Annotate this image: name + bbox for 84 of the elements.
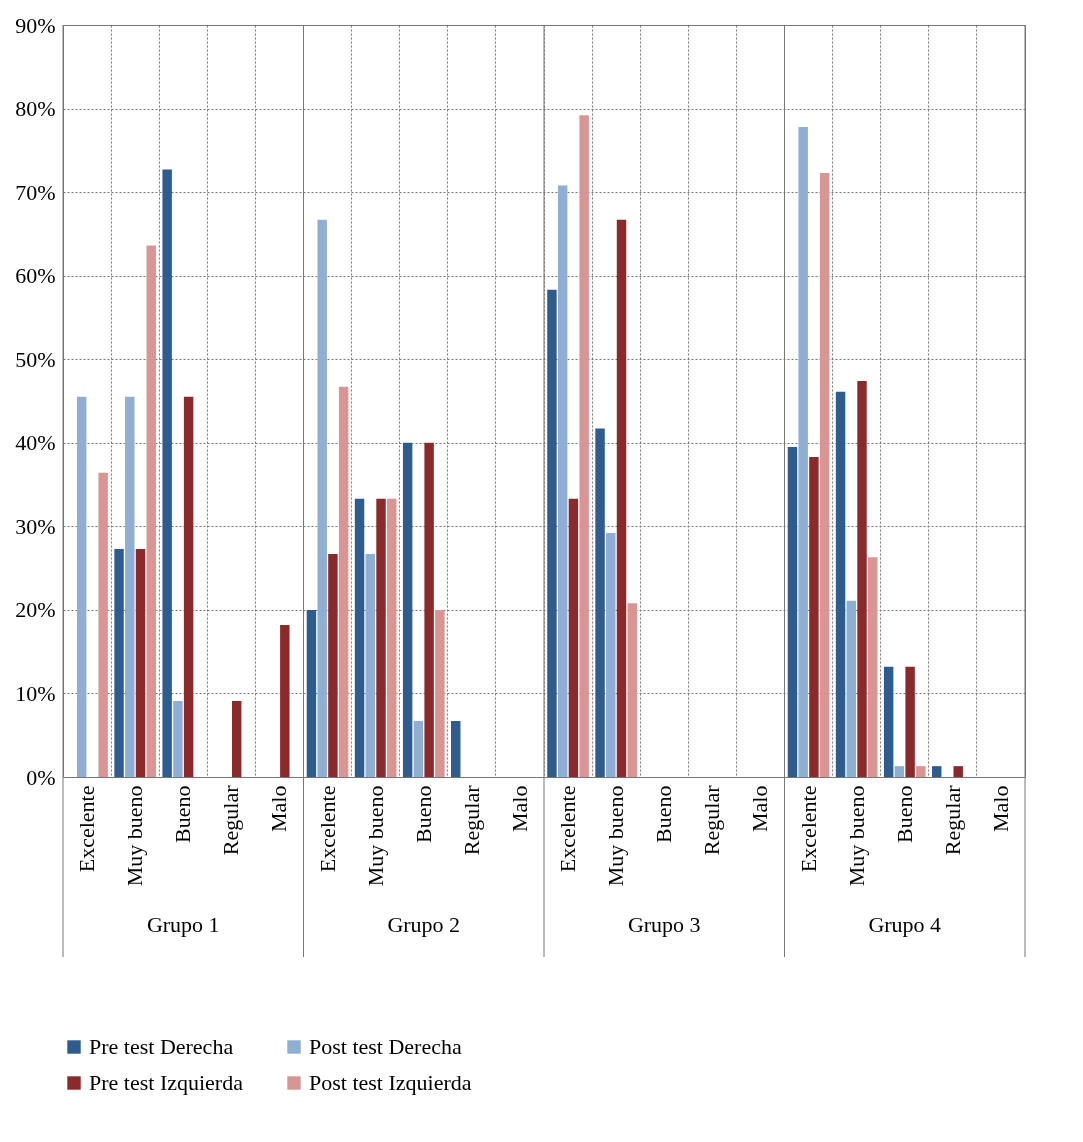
bar bbox=[883, 666, 894, 777]
x-tick-label: Excelente bbox=[314, 785, 340, 873]
bar bbox=[627, 603, 637, 777]
bar bbox=[146, 245, 156, 777]
y-tick-label: 30% bbox=[15, 513, 56, 539]
y-tick-label: 50% bbox=[15, 346, 56, 372]
bar bbox=[231, 700, 242, 777]
x-tick-label: Bueno bbox=[891, 785, 917, 843]
x-tick-label: Malo bbox=[987, 785, 1013, 832]
bar bbox=[451, 721, 461, 777]
bar bbox=[857, 380, 867, 777]
text: Grupo 3 bbox=[627, 912, 701, 937]
bar bbox=[787, 446, 798, 777]
bar bbox=[317, 219, 327, 777]
x-tick-label: Bueno bbox=[651, 785, 677, 843]
bar bbox=[306, 609, 317, 777]
bar bbox=[846, 600, 857, 777]
x-tick-label: Regular bbox=[458, 784, 484, 856]
bar bbox=[557, 185, 568, 777]
y-tick-label: 20% bbox=[15, 597, 56, 623]
x-tick-label: Muy bueno bbox=[122, 785, 148, 887]
bar bbox=[387, 498, 397, 777]
legend-label: Post test Derecha bbox=[309, 1034, 462, 1059]
bar bbox=[916, 766, 926, 777]
bar bbox=[932, 766, 942, 777]
text: Grupo 2 bbox=[387, 912, 461, 937]
y-tick-label: 70% bbox=[15, 179, 56, 205]
bar bbox=[905, 666, 915, 777]
bar bbox=[798, 126, 808, 777]
x-tick-label: Bueno bbox=[410, 785, 436, 843]
bar bbox=[424, 442, 434, 777]
x-tick-label: Malo bbox=[266, 785, 292, 832]
x-tick-label: Muy bueno bbox=[603, 785, 629, 887]
y-tick-label: 10% bbox=[15, 680, 56, 706]
x-tick-label: Malo bbox=[506, 785, 532, 832]
bar bbox=[76, 396, 87, 777]
x-tick-label: Regular bbox=[939, 784, 965, 856]
bar bbox=[125, 396, 135, 777]
bar bbox=[280, 624, 290, 777]
bar bbox=[135, 548, 146, 777]
text: Grupo 4 bbox=[868, 912, 942, 937]
bar bbox=[835, 391, 846, 777]
x-tick-label: Regular bbox=[218, 784, 244, 856]
bar bbox=[173, 700, 183, 777]
x-tick-label: Excelente bbox=[795, 785, 821, 873]
bar bbox=[98, 472, 108, 777]
bar bbox=[953, 766, 963, 777]
bar bbox=[114, 548, 124, 777]
bar bbox=[376, 498, 386, 777]
x-tick-label: Excelente bbox=[555, 785, 581, 873]
bar bbox=[354, 498, 365, 777]
bar bbox=[616, 219, 627, 777]
legend-label: Pre test Izquierda bbox=[89, 1070, 244, 1095]
bar bbox=[595, 428, 605, 777]
y-tick-label: 90% bbox=[15, 12, 56, 38]
bar bbox=[579, 115, 589, 777]
text: Grupo 1 bbox=[146, 912, 220, 937]
y-tick-label: 0% bbox=[26, 764, 56, 790]
bar bbox=[819, 172, 830, 777]
x-tick-label: Regular bbox=[699, 784, 725, 856]
bar bbox=[435, 609, 445, 777]
bar bbox=[365, 553, 376, 777]
legend-label: Pre test Derecha bbox=[89, 1034, 234, 1059]
bar bbox=[328, 553, 338, 777]
x-tick-label: Malo bbox=[747, 785, 773, 832]
y-tick-label: 60% bbox=[15, 263, 56, 289]
y-tick-label: 40% bbox=[15, 430, 56, 456]
x-tick-label: Bueno bbox=[170, 785, 196, 843]
bar bbox=[338, 386, 349, 777]
y-tick-label: 80% bbox=[15, 96, 56, 122]
bar bbox=[547, 289, 557, 777]
bar bbox=[894, 766, 905, 777]
bar bbox=[606, 533, 616, 777]
legend-label: Post test Izquierda bbox=[309, 1070, 472, 1095]
bar bbox=[402, 442, 413, 777]
bar bbox=[162, 169, 172, 777]
bar bbox=[568, 498, 579, 777]
x-tick-label: Muy bueno bbox=[362, 785, 388, 887]
x-tick-label: Muy bueno bbox=[843, 785, 869, 887]
bar bbox=[183, 396, 194, 777]
bar bbox=[413, 721, 424, 777]
bar bbox=[868, 557, 878, 777]
x-tick-label: Excelente bbox=[74, 785, 100, 873]
bar bbox=[809, 456, 819, 777]
